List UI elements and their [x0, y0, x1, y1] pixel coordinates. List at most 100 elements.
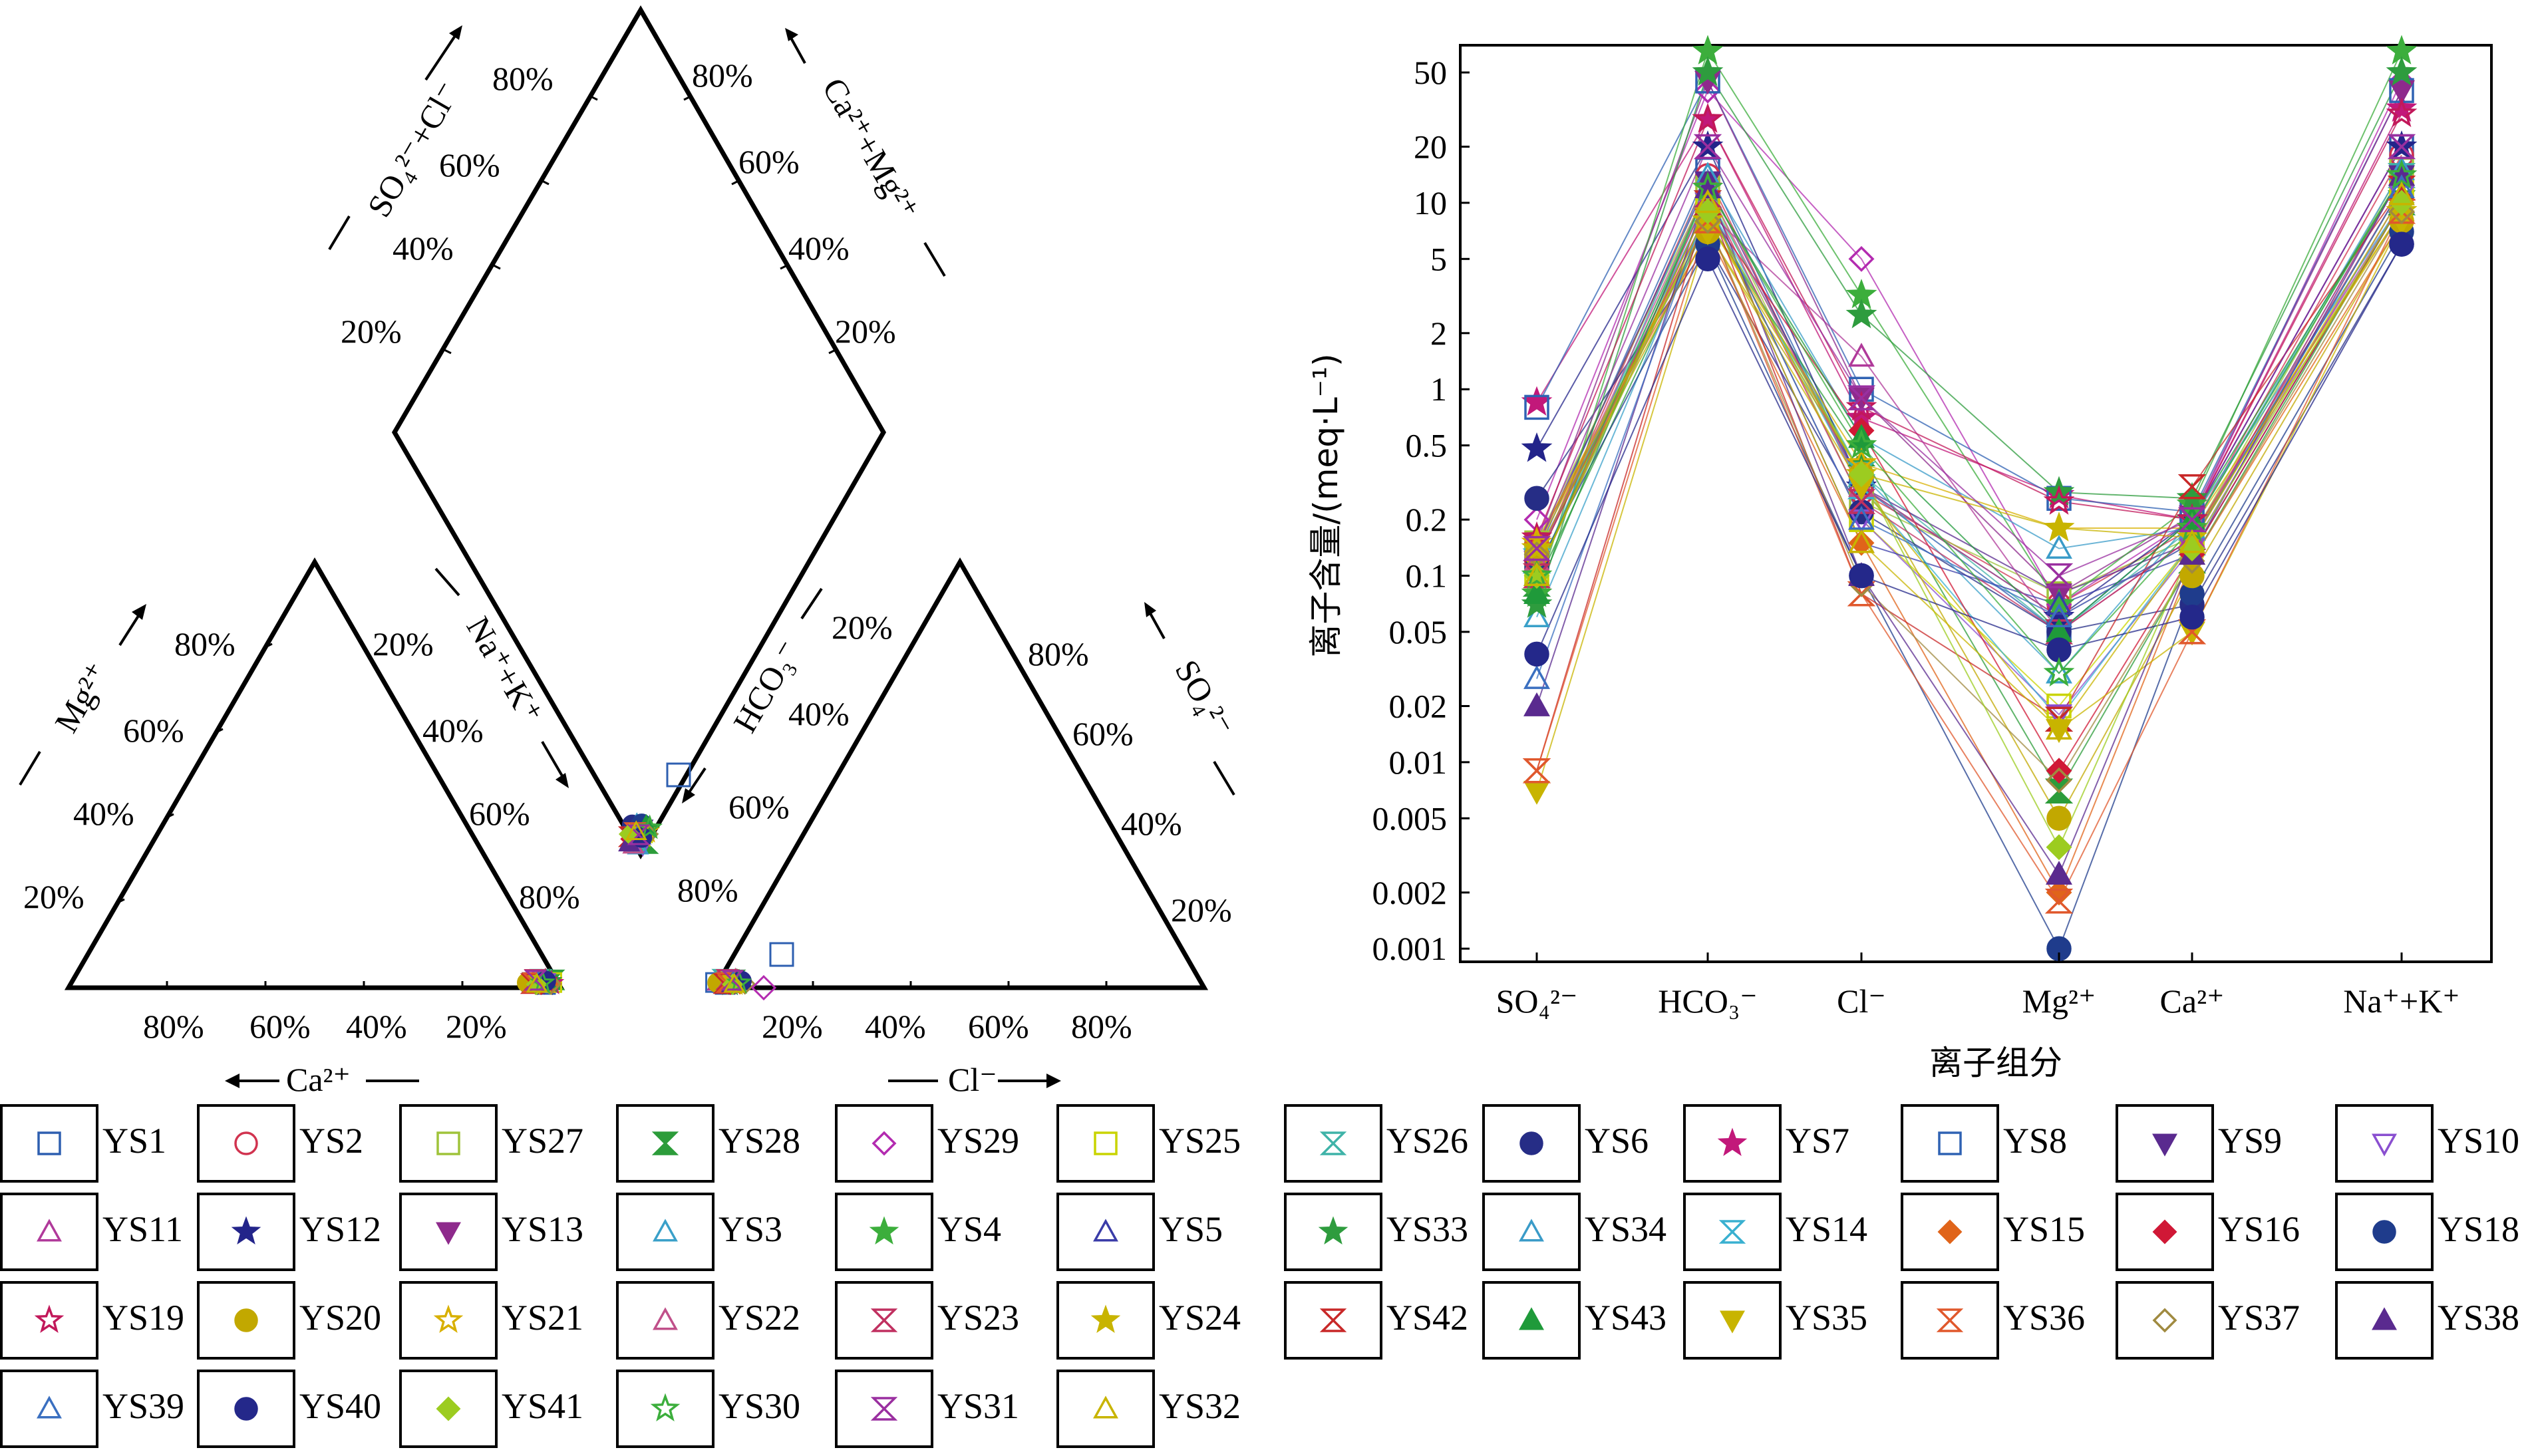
marker-ys11-2: [1848, 343, 1875, 367]
legend-marker: [2372, 1133, 2397, 1157]
series-lines: [1536, 49, 2402, 950]
piper-sample-points: [516, 762, 794, 1001]
piper-diamond: [391, 5, 887, 859]
pct-label: 20%: [1171, 891, 1232, 929]
legend-marker-icon: [1937, 1219, 1963, 1244]
legend-swatch: [197, 1193, 295, 1271]
mg-axis-title: Mg²⁺: [47, 656, 116, 739]
legend-marker: [1093, 1219, 1118, 1242]
pct-label: 60%: [439, 146, 500, 184]
legend-marker: [1318, 1216, 1348, 1244]
series-line-ys2: [1536, 154, 2402, 606]
legend-item-ys23: YS23: [835, 1281, 1054, 1360]
y-tick-label: 0.01: [1389, 744, 1448, 781]
legend-item-ys42: YS42: [1284, 1281, 1480, 1360]
pct-label: 80%: [174, 625, 236, 662]
legend-marker-icon: [869, 1216, 899, 1244]
marker-ys29-2: [1848, 245, 1875, 272]
legend-marker-icon: [234, 1131, 258, 1155]
x-tick-label: HCO₃⁻: [1658, 982, 1757, 1020]
legend-marker: [2152, 1308, 2177, 1333]
marker-ys42-4: [2177, 474, 2207, 500]
marker-ys40-2: [1849, 563, 1874, 589]
marker-ys31-0: [1522, 535, 1551, 561]
legend-marker-icon: [1319, 1131, 1347, 1155]
legend-swatch: [2335, 1281, 2434, 1360]
legend-swatch: [2116, 1104, 2214, 1183]
legend-marker-icon: [2372, 1133, 2397, 1157]
legend-item-ys35: YS35: [1683, 1281, 1898, 1360]
legend-marker-icon: [871, 1131, 897, 1156]
pct-label: 40%: [788, 229, 850, 267]
legend-marker: [1717, 1127, 1748, 1156]
legend-marker: [1519, 1219, 1544, 1242]
legend-swatch: [616, 1104, 714, 1183]
y-axis-title: 离子含量/(meq·L⁻¹): [1307, 353, 1345, 657]
marker-ys6-0: [1524, 486, 1549, 511]
marker-ys30-3: [2043, 656, 2075, 687]
marker-ys31-5: [2387, 134, 2416, 160]
piper-left-triangle: [64, 557, 565, 990]
marker-ys5-3: [2046, 591, 2072, 615]
pct-label: 40%: [73, 795, 134, 832]
pct-label: 80%: [519, 878, 580, 915]
legend-marker: [2152, 1133, 2177, 1157]
marker-ys33-2: [1845, 299, 1877, 329]
legend-item-ys6: YS6: [1482, 1104, 1680, 1183]
series-line-ys20: [1536, 220, 2402, 820]
legend-label: YS3: [718, 1209, 783, 1249]
piper-axis-titles: SO₄²⁻+Cl⁻ Ca²⁺+Mg²⁺ Mg²⁺ Ca²⁺ Na⁺+K⁺ HCO…: [19, 25, 1241, 1098]
legend-marker-icon: [1519, 1219, 1544, 1242]
legend-marker: [1519, 1131, 1543, 1155]
y-tick-label: 5: [1430, 240, 1447, 277]
legend-marker: [650, 1393, 681, 1421]
y-tick-label: 0.05: [1389, 613, 1448, 651]
pct-label: 80%: [143, 1008, 204, 1045]
legend-label: YS42: [1386, 1298, 1469, 1338]
legend-label: YS9: [2218, 1121, 2283, 1161]
marker-ys38-3: [2046, 861, 2072, 885]
legend-marker-icon: [653, 1307, 678, 1330]
legend-swatch: [0, 1193, 98, 1271]
legend-marker-icon: [234, 1308, 258, 1332]
legend-swatch: [2116, 1193, 2214, 1271]
pct-label: 80%: [492, 60, 554, 97]
y-axis: 50 20 10 5 2 1 0.5 0.2 0.1 0.05 0.02 0.01 0.005 0.002…: [1372, 54, 1470, 967]
legend-marker-icon: [234, 1397, 258, 1421]
legend-label: YS14: [1786, 1209, 1868, 1249]
legend-item-ys11: YS11: [0, 1193, 194, 1271]
legend-marker-icon: [870, 1397, 898, 1421]
legend-marker-icon: [37, 1131, 61, 1155]
legend-swatch: [1056, 1193, 1155, 1271]
legend-marker-icon: [1936, 1308, 1964, 1332]
arrow-head-icon: [1144, 602, 1156, 617]
legend-label: YS5: [1159, 1209, 1223, 1249]
legend-label: YS28: [718, 1121, 801, 1161]
legend-item-ys31: YS31: [835, 1370, 1054, 1448]
legend-label: YS26: [1386, 1121, 1469, 1161]
marker-ys39-0: [1523, 664, 1550, 689]
legend-marker: [870, 1397, 898, 1421]
legend-swatch: [1901, 1193, 1999, 1271]
legend-item-ys33: YS33: [1284, 1193, 1480, 1271]
legend-marker-icon: [34, 1304, 65, 1333]
axis-dash: [434, 567, 460, 597]
y-tick-label: 0.001: [1372, 930, 1448, 967]
legend-marker-icon: [1519, 1131, 1543, 1155]
pct-label: 60%: [469, 795, 530, 832]
arrow-head-icon: [555, 773, 569, 788]
legend-label: YS12: [299, 1209, 382, 1249]
legend-marker: [870, 1308, 898, 1332]
legend-marker: [1090, 1304, 1121, 1333]
ca-axis-title: Ca²⁺: [286, 1061, 351, 1098]
legend-item-ys22: YS22: [616, 1281, 832, 1360]
marker-ys31-4: [2177, 507, 2207, 532]
marker-ys31-3: [2044, 563, 2074, 589]
legend-swatch: [2116, 1281, 2214, 1360]
legend-marker: [234, 1397, 258, 1421]
marker-ys40-5: [2389, 231, 2414, 257]
legend-label: YS39: [102, 1386, 185, 1426]
legend-marker: [34, 1304, 65, 1333]
marker-ys40-0: [1524, 641, 1549, 667]
y-tick-label: 10: [1414, 184, 1447, 221]
